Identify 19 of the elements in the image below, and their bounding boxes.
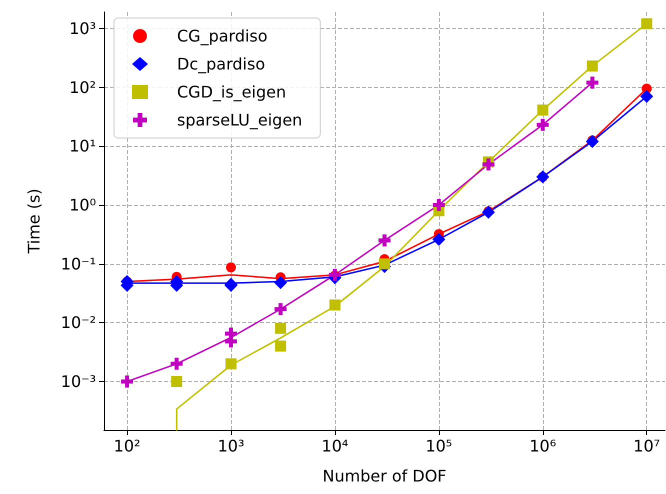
y-tick-label: 10³ [69,18,96,38]
legend-label: CGD_is_eigen [177,82,286,102]
y-tick-label: 10¹ [69,136,96,156]
legend-label: sparseLU_eigen [177,110,302,130]
x-axis-title: Number of DOF [322,466,446,486]
y-tick-label: 10⁻³ [60,372,96,392]
y-tick-label: 10⁻² [60,313,96,332]
legend-label: CG_pardiso [177,26,268,46]
x-tick-label: 10⁷ [633,436,660,456]
y-axis-title: Time (s) [24,188,44,255]
x-tick-label: 10⁵ [425,436,452,456]
x-tick-label: 10³ [218,436,244,456]
x-tick-label: 10⁶ [529,436,556,456]
y-tick-label: 10² [69,78,96,97]
x-tick-label: 10² [114,436,140,456]
y-tick-label: 10⁰ [69,195,96,214]
y-tick-label: 10⁻¹ [60,254,96,274]
legend-label: Dc_pardiso [177,54,266,74]
x-tick-label: 10⁴ [322,436,348,456]
